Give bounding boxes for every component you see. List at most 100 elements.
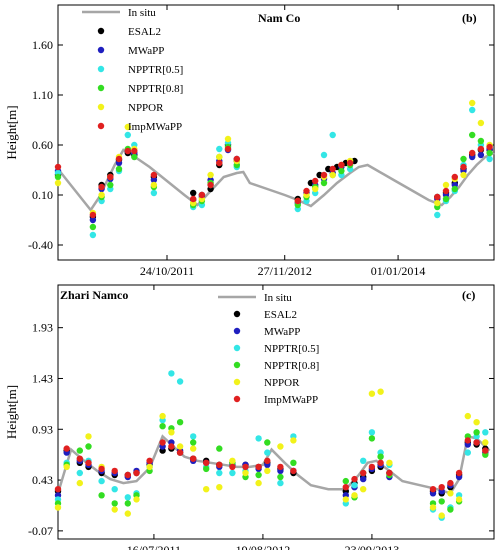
- legend-swatch: [97, 27, 105, 35]
- data-point: [438, 498, 445, 505]
- data-point: [133, 496, 140, 503]
- data-point: [150, 189, 158, 197]
- legend-insitu-label: In situ: [128, 7, 156, 19]
- data-point: [255, 463, 262, 471]
- legend-label: ESAL2: [264, 309, 297, 321]
- insitu-line: [57, 148, 495, 213]
- data-point: [207, 181, 214, 189]
- legend: In situ ESAL2 MWaPP NPPTR[0.5] NPPTR[0.8] NPP…: [218, 292, 319, 406]
- data-point: [54, 173, 62, 181]
- data-point: [107, 181, 114, 189]
- panel-zhari-namco: -0.07 0.43 0.93 1.43 1.93 16/07/2011 19/08/201…: [4, 284, 495, 555]
- data-point: [124, 510, 131, 517]
- data-point: [76, 469, 84, 477]
- y-tick-label: 0.93: [32, 422, 53, 436]
- data-point: [255, 471, 262, 479]
- series-npptr-0-8-: [54, 419, 489, 513]
- data-point: [216, 461, 223, 468]
- data-point: [168, 429, 175, 436]
- series-impmwapp: [54, 437, 489, 493]
- data-point: [486, 155, 493, 163]
- data-point: [442, 187, 450, 195]
- data-point: [159, 423, 166, 430]
- data-point: [342, 496, 349, 503]
- data-point: [85, 443, 92, 450]
- legend-swatch: [97, 122, 105, 130]
- data-point: [98, 477, 105, 485]
- data-point: [486, 143, 493, 151]
- data-point: [486, 149, 493, 157]
- data-point: [342, 477, 349, 485]
- data-point: [89, 223, 97, 231]
- legend-swatch: [97, 103, 105, 111]
- y-tick-label: 0.10: [32, 188, 53, 202]
- data-point: [111, 486, 118, 493]
- data-point: [455, 469, 463, 477]
- data-point: [124, 500, 131, 507]
- data-point: [312, 177, 319, 185]
- data-point: [131, 147, 138, 155]
- data-point: [473, 419, 480, 426]
- data-point: [76, 479, 84, 487]
- data-point: [303, 187, 310, 195]
- data-point: [233, 155, 240, 163]
- data-point: [338, 167, 345, 175]
- data-point: [451, 173, 458, 181]
- data-point: [469, 99, 476, 107]
- legend-swatch: [97, 84, 105, 92]
- data-point: [98, 191, 105, 199]
- data-point: [477, 119, 485, 127]
- data-point: [190, 455, 197, 462]
- data-point: [277, 443, 284, 450]
- data-point: [264, 467, 271, 475]
- data-point: [111, 500, 118, 507]
- plot-frame: [57, 284, 495, 540]
- data-point: [198, 191, 206, 199]
- data-point: [107, 173, 114, 181]
- x-tick-label: 27/11/2012: [258, 264, 312, 278]
- data-point: [460, 171, 467, 179]
- data-point: [76, 455, 84, 462]
- y-tick-label: 1.93: [32, 321, 53, 335]
- data-point: [473, 429, 480, 436]
- y-tick-label: -0.07: [28, 524, 53, 538]
- data-point: [176, 378, 184, 385]
- data-point: [76, 447, 84, 454]
- data-point: [203, 486, 210, 493]
- legend: In situ ESAL2 MWaPP NPPTR[0.5] NPPTR[0.8] NPP…: [82, 7, 183, 133]
- data-point: [434, 193, 441, 201]
- legend-insitu-label: In situ: [264, 292, 292, 304]
- data-point: [111, 506, 118, 513]
- data-point: [216, 469, 223, 477]
- data-point: [111, 467, 118, 475]
- y-tick-label: -0.40: [28, 238, 53, 252]
- data-point: [386, 469, 393, 477]
- x-tick-label: 23/09/2013: [345, 543, 400, 550]
- data-point: [329, 165, 336, 173]
- data-point: [386, 459, 393, 466]
- data-point: [242, 463, 249, 471]
- data-point: [477, 145, 485, 153]
- x-tick-label: 24/10/2011: [140, 264, 194, 278]
- data-point: [477, 137, 485, 145]
- legend-swatch: [233, 361, 241, 369]
- data-point: [473, 439, 480, 446]
- y-axis-label: Height[m]: [4, 105, 19, 159]
- data-point: [89, 216, 97, 224]
- data-point: [190, 445, 197, 452]
- data-point: [89, 231, 97, 239]
- data-point: [54, 163, 62, 171]
- data-point: [460, 155, 467, 163]
- data-point: [115, 165, 123, 173]
- data-point: [229, 463, 236, 471]
- data-point: [464, 412, 471, 420]
- plot-frame: [57, 4, 495, 261]
- data-point: [482, 429, 489, 436]
- data-point: [89, 211, 97, 219]
- data-point: [146, 457, 153, 464]
- data-point: [377, 453, 384, 460]
- data-point: [63, 445, 70, 452]
- data-point: [216, 484, 223, 491]
- data-point: [455, 496, 463, 503]
